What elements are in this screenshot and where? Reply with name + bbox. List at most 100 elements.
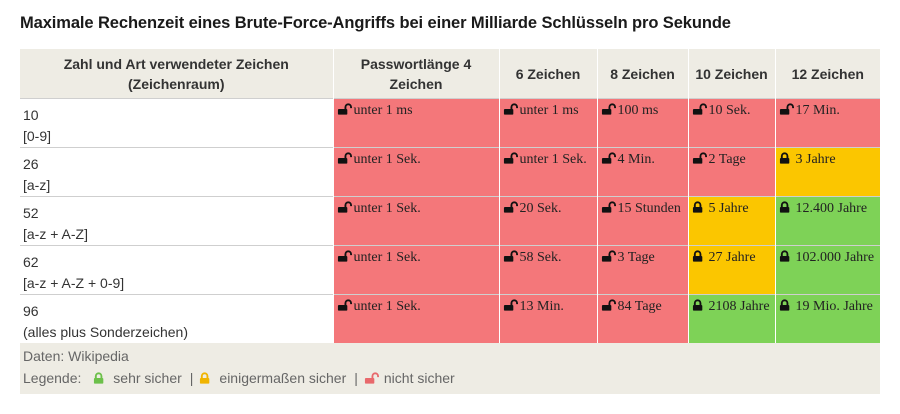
header-length-8: 8 Zeichen: [596, 49, 688, 99]
character-count: 26: [23, 156, 39, 172]
time-cell: unter 1 Sek.: [332, 294, 499, 343]
legend-item-label: sehr sicher: [113, 370, 182, 386]
legend-separator: |: [189, 370, 194, 386]
data-table-panel: Zahl und Art verwendeter Zeichen (Zeiche…: [20, 49, 880, 394]
lock-closed-icon: [779, 201, 794, 213]
lock-open-icon: [503, 250, 518, 262]
character-space: (alles plus Sonderzeichen): [23, 324, 188, 340]
lock-open-icon: [337, 103, 352, 115]
time-value: 12.400 Jahre: [795, 201, 868, 216]
lock-open-icon: [692, 152, 707, 164]
lock-closed-icon: [779, 250, 794, 262]
time-value: 5 Jahre: [708, 201, 749, 216]
time-cell: unter 1 ms: [498, 98, 597, 148]
time-cell: 20 Sek.: [498, 196, 597, 246]
lock-open-icon: [503, 299, 518, 311]
lock-closed-icon: [779, 299, 794, 311]
lock-closed-icon: [93, 371, 108, 384]
legend-item-label: einigermaßen sicher: [219, 370, 347, 386]
lock-closed-icon: [199, 371, 214, 384]
lock-open-icon: [601, 250, 616, 262]
time-value: 2108 Jahre: [708, 299, 770, 314]
row-header: 52 [a-z + A-Z]: [20, 196, 333, 246]
time-cell: 3 Jahre: [774, 147, 880, 197]
time-value: 3 Tage: [617, 250, 655, 265]
table-row: 96 (alles plus Sonderzeichen) unter 1 Sek.…: [20, 294, 880, 343]
time-value: unter 1 Sek.: [519, 152, 587, 167]
header-length-10: 10 Zeichen: [687, 49, 775, 99]
lock-open-icon: [364, 371, 379, 384]
lock-open-icon: [601, 201, 616, 213]
time-cell: 2 Tage: [687, 147, 775, 197]
character-count: 62: [23, 254, 39, 270]
lock-open-icon: [601, 103, 616, 115]
row-header: 96 (alles plus Sonderzeichen): [20, 294, 333, 343]
time-cell: 2108 Jahre: [687, 294, 775, 343]
header-character-space: Zahl und Art verwendeter Zeichen (Zeiche…: [63, 55, 289, 92]
row-header: 10 [0-9]: [20, 98, 333, 148]
time-value: unter 1 Sek.: [353, 250, 421, 265]
lock-open-icon: [692, 103, 707, 115]
lock-open-icon: [337, 299, 352, 311]
time-value: 10 Sek.: [708, 103, 751, 118]
lock-open-icon: [337, 152, 352, 164]
time-value: 84 Tage: [617, 299, 662, 314]
lock-open-icon: [779, 103, 794, 115]
table-row: 52 [a-z + A-Z] unter 1 Sek. 20 Sek. 15 Stund…: [20, 196, 880, 246]
time-cell: 10 Sek.: [687, 98, 775, 148]
time-value: 4 Min.: [617, 152, 655, 167]
time-value: 58 Sek.: [519, 250, 562, 265]
character-space: [a-z + A-Z + 0-9]: [23, 275, 125, 291]
time-cell: unter 1 Sek.: [332, 196, 499, 246]
character-space: [a-z]: [23, 177, 51, 193]
character-count: 96: [23, 303, 39, 319]
time-value: 100 ms: [617, 103, 659, 118]
time-cell: 84 Tage: [596, 294, 688, 343]
time-value: 19 Mio. Jahre: [795, 299, 873, 314]
time-value: 15 Stunden: [617, 201, 681, 216]
character-space: [0-9]: [23, 128, 52, 144]
lock-open-icon: [337, 201, 352, 213]
time-value: unter 1 Sek.: [353, 201, 421, 216]
lock-open-icon: [601, 299, 616, 311]
time-cell: unter 1 Sek.: [498, 147, 597, 197]
time-value: unter 1 ms: [353, 103, 413, 118]
time-cell: 17 Min.: [774, 98, 880, 148]
legend-item-label: nicht sicher: [383, 370, 455, 386]
time-value: 20 Sek.: [519, 201, 562, 216]
lock-open-icon: [503, 103, 518, 115]
header-length-4: Passwortlänge 4 Zeichen: [332, 49, 499, 99]
lock-closed-icon: [779, 152, 794, 164]
legend: Legende: sehr sicher | einigermaßen sicher…: [23, 370, 455, 386]
time-value: unter 1 ms: [519, 103, 579, 118]
time-value: 102.000 Jahre: [795, 250, 875, 265]
time-value: 13 Min.: [519, 299, 564, 314]
row-header: 26 [a-z]: [20, 147, 333, 197]
lock-open-icon: [601, 152, 616, 164]
table-row: 62 [a-z + A-Z + 0-9] unter 1 Sek. 58 Sek. 3 …: [20, 245, 880, 295]
time-cell: 12.400 Jahre: [774, 196, 880, 246]
brute-force-table: Zahl und Art verwendeter Zeichen (Zeiche…: [20, 49, 880, 343]
lock-closed-icon: [692, 299, 707, 311]
header-length-6: 6 Zeichen: [498, 49, 597, 99]
table-row: 10 [0-9] unter 1 ms unter 1 ms 100 ms 10 Sek.…: [20, 98, 880, 148]
table-footer: Daten: Wikipedia Legende: sehr sicher | ei…: [20, 344, 880, 394]
time-value: 17 Min.: [795, 103, 840, 118]
lock-open-icon: [503, 152, 518, 164]
legend-separator: |: [354, 370, 358, 386]
header-length-12: 12 Zeichen: [774, 49, 880, 99]
time-cell: unter 1 Sek.: [332, 147, 499, 197]
time-cell: unter 1 Sek.: [332, 245, 499, 295]
time-value: unter 1 Sek.: [353, 152, 421, 167]
time-cell: 58 Sek.: [498, 245, 597, 295]
time-cell: 100 ms: [596, 98, 688, 148]
lock-open-icon: [503, 201, 518, 213]
lock-open-icon: [337, 250, 352, 262]
time-cell: 4 Min.: [596, 147, 688, 197]
time-cell: 102.000 Jahre: [774, 245, 880, 295]
time-cell: 27 Jahre: [687, 245, 775, 295]
time-cell: unter 1 ms: [332, 98, 499, 148]
lock-closed-icon: [692, 250, 707, 262]
time-value: unter 1 Sek.: [353, 299, 421, 314]
character-count: 52: [23, 205, 39, 221]
